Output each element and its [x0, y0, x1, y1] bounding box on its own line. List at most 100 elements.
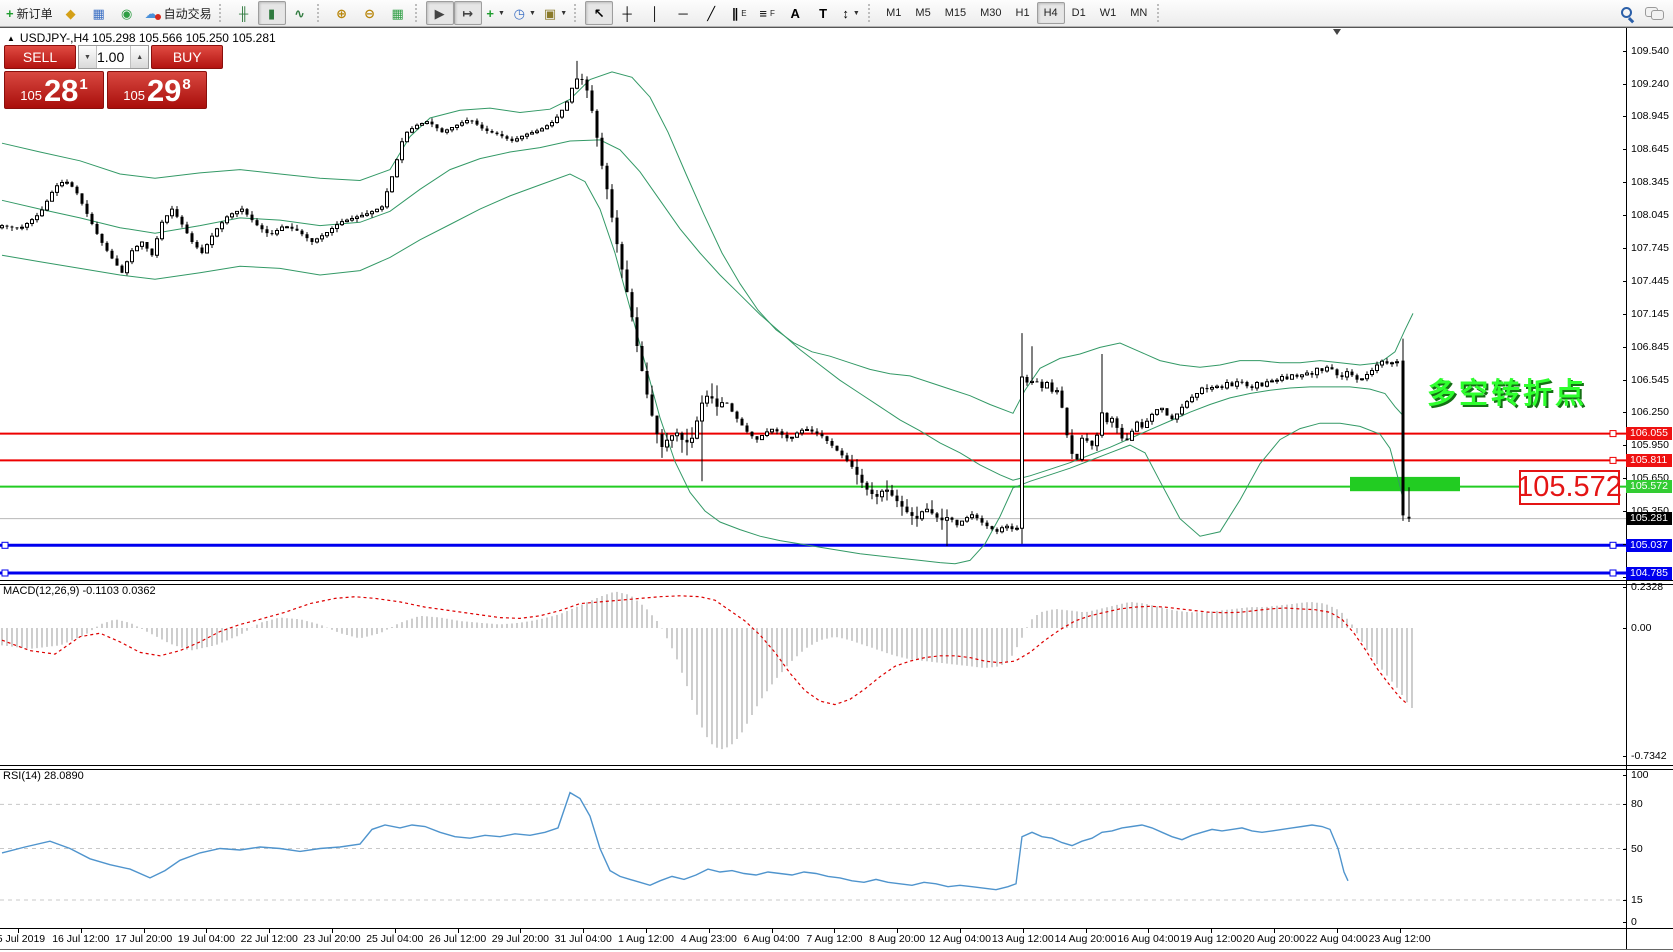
time-tick-label: 29 Jul 20:00	[491, 933, 549, 945]
time-tick-label: 19 Jul 04:00	[177, 933, 235, 945]
rsi-indicator-label: RSI(14) 28.0890	[3, 770, 84, 782]
new-order-icon: +	[6, 5, 14, 21]
time-tick-label: 7 Aug 12:00	[806, 933, 863, 945]
time-tick-mark	[771, 929, 773, 933]
sell-price-big: 28	[43, 72, 79, 108]
time-tick-label: 15 Jul 2019	[0, 933, 46, 945]
timeframe-m1[interactable]: M1	[886, 7, 902, 19]
volume-up-button[interactable]: ▲	[130, 46, 149, 68]
toolbar-separator	[1157, 4, 1164, 22]
buy-button[interactable]: BUY	[151, 45, 224, 69]
time-tick-label: 23 Aug 12:00	[1368, 933, 1431, 945]
auto-scroll-icon[interactable]: ▶	[425, 1, 454, 25]
time-tick-label: 25 Jul 04:00	[366, 933, 424, 945]
toolbar-button-label: 自动交易	[163, 6, 212, 21]
text-icon: A	[790, 5, 800, 21]
time-tick-mark	[1148, 929, 1150, 933]
time-tick-label: 12 Aug 04:00	[929, 933, 991, 945]
channel-icon[interactable]: ∥ E	[725, 1, 753, 25]
trendline-icon[interactable]: ╱	[697, 1, 725, 25]
ohlc-bars-icon: ╫	[239, 5, 249, 21]
indicators-button[interactable]: + ▼	[482, 1, 510, 25]
timeframe-w1[interactable]: W1	[1099, 7, 1117, 19]
line-chart-icon[interactable]: ∿	[286, 1, 314, 25]
text-icon[interactable]: A	[781, 1, 809, 25]
zoom-out-icon: ⊖	[364, 5, 376, 21]
price-callout-box[interactable]: 105.572	[1517, 470, 1622, 505]
timeframe-m30[interactable]: M30	[980, 7, 1002, 19]
axis-tick-label: 106.845	[1623, 341, 1673, 353]
timeframe-mn[interactable]: MN	[1130, 7, 1148, 19]
price-axis[interactable]: 109.540 109.240 108.945 108.645 108.345 108.0…	[1623, 28, 1673, 949]
periods-button[interactable]: ◷ ▼	[510, 1, 540, 25]
volume-stepper: ▼ 1.00 ▲	[78, 45, 150, 69]
market-watch-icon[interactable]: ◆	[57, 1, 85, 25]
time-tick-mark	[583, 929, 585, 933]
periods-icon: ◷	[513, 5, 525, 21]
chart-shift-icon[interactable]: ↦	[453, 1, 482, 25]
ohlc-bars-icon[interactable]: ╫	[230, 1, 258, 25]
new-order-button[interactable]: + 新订单	[2, 1, 57, 25]
cursor-icon: ↖	[593, 5, 605, 21]
rsi-pane-separator[interactable]	[0, 765, 1673, 770]
data-window-icon[interactable]: ▦	[85, 1, 113, 25]
navigator-icon[interactable]: ◉	[113, 1, 141, 25]
axis-tick-label: 107.745	[1623, 242, 1673, 254]
time-tick-mark	[269, 929, 271, 933]
auto-scroll-icon: ▶	[434, 5, 445, 21]
zoom-out-icon[interactable]: ⊖	[356, 1, 384, 25]
auto-trading-button[interactable]: ☁ 自动交易	[141, 1, 216, 25]
auto-trading-icon: ☁	[144, 5, 158, 21]
time-tick-label: 6 Aug 04:00	[743, 933, 800, 945]
indicators-icon: +	[486, 5, 494, 21]
zoom-in-icon[interactable]: ⊕	[328, 1, 356, 25]
timeframe-h4[interactable]: H4	[1036, 2, 1065, 24]
timeframe-m5[interactable]: M5	[915, 7, 931, 19]
zoom-in-icon: ⊕	[336, 5, 348, 21]
text-label-icon[interactable]: T	[809, 1, 837, 25]
tile-windows-icon[interactable]: ▦	[384, 1, 412, 25]
tile-windows-icon: ▦	[391, 5, 404, 21]
time-tick-mark	[394, 929, 396, 933]
axis-tick-label: 108.945	[1623, 110, 1673, 122]
time-tick-label: 14 Aug 20:00	[1054, 933, 1117, 945]
time-tick-mark	[520, 929, 522, 933]
macd-indicator-label: MACD(12,26,9) -0.1103 0.0362	[3, 585, 156, 597]
chart-annotation-text[interactable]: 多空转折点	[1427, 378, 1588, 410]
channel-icon: ∥	[731, 5, 739, 21]
toolbar-button-label: 新订单	[16, 6, 53, 21]
cursor-icon[interactable]: ↖	[585, 1, 614, 25]
timeframe-h1[interactable]: H1	[1015, 7, 1030, 19]
volume-down-button[interactable]: ▼	[79, 46, 97, 68]
search-icon[interactable]	[1620, 6, 1635, 21]
hline-icon: ─	[678, 5, 688, 21]
crosshair-icon[interactable]: ┼	[613, 1, 641, 25]
price-line-badge: 104.785	[1626, 566, 1672, 580]
chat-icon[interactable]	[1645, 6, 1664, 20]
volume-value[interactable]: 1.00	[97, 49, 125, 65]
buy-price-button[interactable]: 105 29 8	[107, 71, 207, 109]
price-line-badge: 105.572	[1626, 480, 1672, 494]
candlestick-icon[interactable]: ▮	[257, 1, 286, 25]
axis-tick-label: 107.145	[1623, 308, 1673, 320]
vline-icon[interactable]: │	[641, 1, 669, 25]
arrows-button[interactable]: ↕ ▼	[837, 1, 865, 25]
templates-button[interactable]: ▣ ▼	[540, 1, 571, 25]
macd-pane-separator[interactable]	[0, 580, 1673, 585]
sell-price-button[interactable]: 105 28 1	[4, 71, 104, 109]
axis-tick-label: 15	[1623, 894, 1673, 906]
axis-tick-label: 105.950	[1623, 439, 1673, 451]
time-axis[interactable]: 15 Jul 2019 16 Jul 12:00 17 Jul 20:00 19 Ju…	[0, 929, 1626, 949]
time-tick-mark	[897, 929, 899, 933]
timeframe-d1[interactable]: D1	[1071, 7, 1086, 19]
collapse-icon[interactable]: ▲	[7, 33, 15, 43]
window-bottom-border	[0, 949, 1673, 950]
symbol-ohlc-text: USDJPY-,H4 105.298 105.566 105.250 105.2…	[19, 31, 276, 45]
toolbar-separator	[574, 4, 581, 22]
sell-button[interactable]: SELL	[4, 45, 76, 69]
fibonacci-icon[interactable]: ≡ F	[753, 1, 781, 25]
hline-icon[interactable]: ─	[669, 1, 697, 25]
timeframe-m15[interactable]: M15	[944, 7, 967, 19]
